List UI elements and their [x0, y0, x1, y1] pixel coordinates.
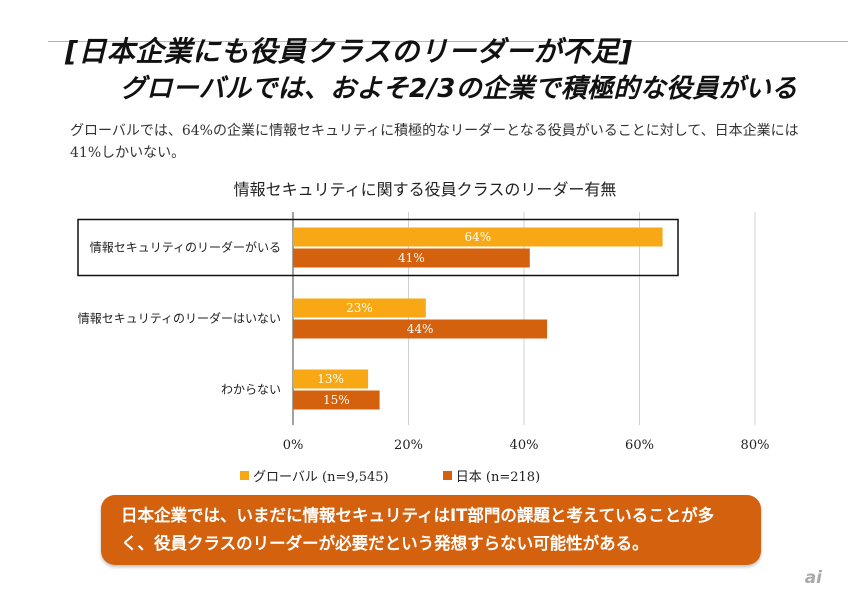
x-tick-label: 0% — [283, 438, 304, 453]
data-label: 41% — [398, 251, 425, 265]
data-label: 44% — [407, 322, 434, 336]
ai-logo: ai — [804, 568, 822, 588]
page-subtitle: グローバルでは、およそ2/3の企業で積極的な役員がいる — [120, 74, 798, 104]
chart-title: 情報セキュリティに関する役員クラスのリーダー有無 — [233, 180, 617, 199]
data-label: 64% — [464, 230, 491, 244]
category-label: わからない — [221, 383, 281, 397]
bar-japan — [293, 248, 530, 268]
x-tick-label: 40% — [510, 438, 539, 453]
category-label: 情報セキュリティのリーダーがいる — [90, 240, 281, 255]
data-label: 23% — [346, 301, 373, 315]
legend-item-japan: 日本 (n=218) — [442, 466, 541, 485]
legend-swatch-japan — [442, 471, 452, 480]
legend-label-japan: 日本 (n=218) — [455, 470, 541, 485]
bar-japan — [293, 390, 380, 410]
x-tick-label: 80% — [741, 438, 770, 453]
page-title: [日本企業にも役員クラスのリーダーが不足] — [65, 35, 633, 68]
x-tick-label: 20% — [394, 438, 423, 453]
legend-label-global: グローバル (n=9,545) — [253, 470, 389, 485]
description-text: グローバルでは、64%の企業に情報セキュリティに積極的なリーダーとなる役員がいる… — [70, 123, 799, 161]
x-tick-label: 60% — [625, 438, 654, 453]
bar-japan — [293, 319, 548, 339]
bar-global — [293, 298, 426, 318]
conclusion-callout: 日本企業では、いまだに情報セキュリティはIT部門の課題と考えていることが多く、役… — [101, 495, 761, 565]
category-label: 情報セキュリティのリーダーはいない — [78, 311, 281, 326]
title-underline — [48, 41, 848, 42]
data-label: 13% — [317, 372, 344, 386]
legend-item-global: グローバル (n=9,545) — [240, 466, 389, 485]
highlight-box — [77, 218, 679, 277]
bar-global — [293, 369, 369, 389]
bar-global — [293, 227, 663, 247]
data-label: 15% — [323, 393, 350, 407]
legend-swatch-global — [240, 471, 249, 480]
callout-text: 日本企業では、いまだに情報セキュリティはIT部門の課題と考えていることが多く、役… — [121, 506, 715, 553]
chart-legend: グローバル (n=9,545) 日本 (n=218) — [240, 466, 540, 485]
